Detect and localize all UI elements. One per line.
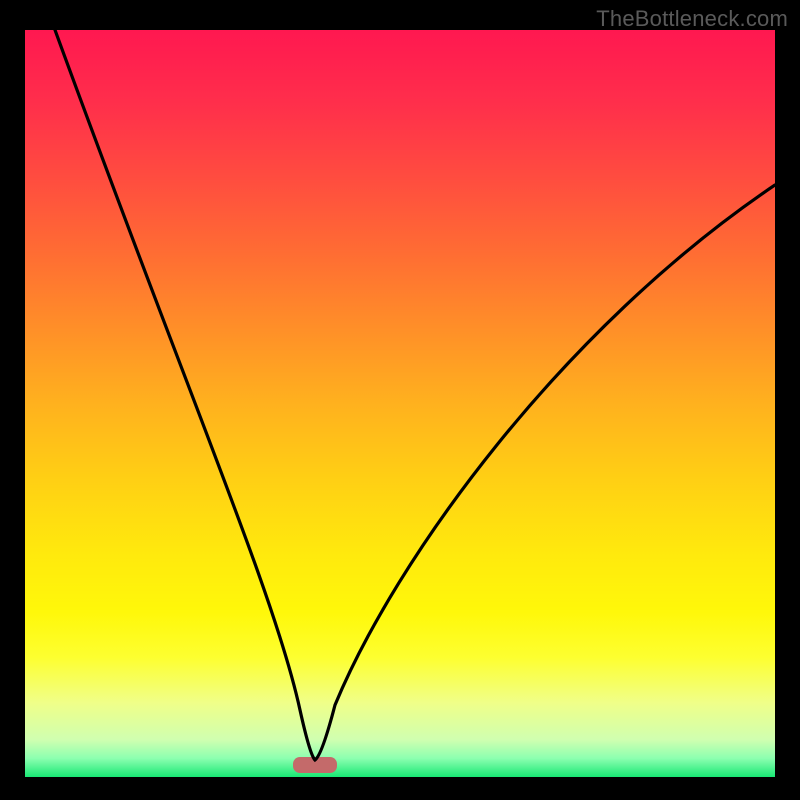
watermark-text: TheBottleneck.com	[596, 6, 788, 32]
bottleneck-chart-svg	[0, 0, 800, 800]
chart-background	[25, 30, 775, 777]
chart-frame: TheBottleneck.com	[0, 0, 800, 800]
